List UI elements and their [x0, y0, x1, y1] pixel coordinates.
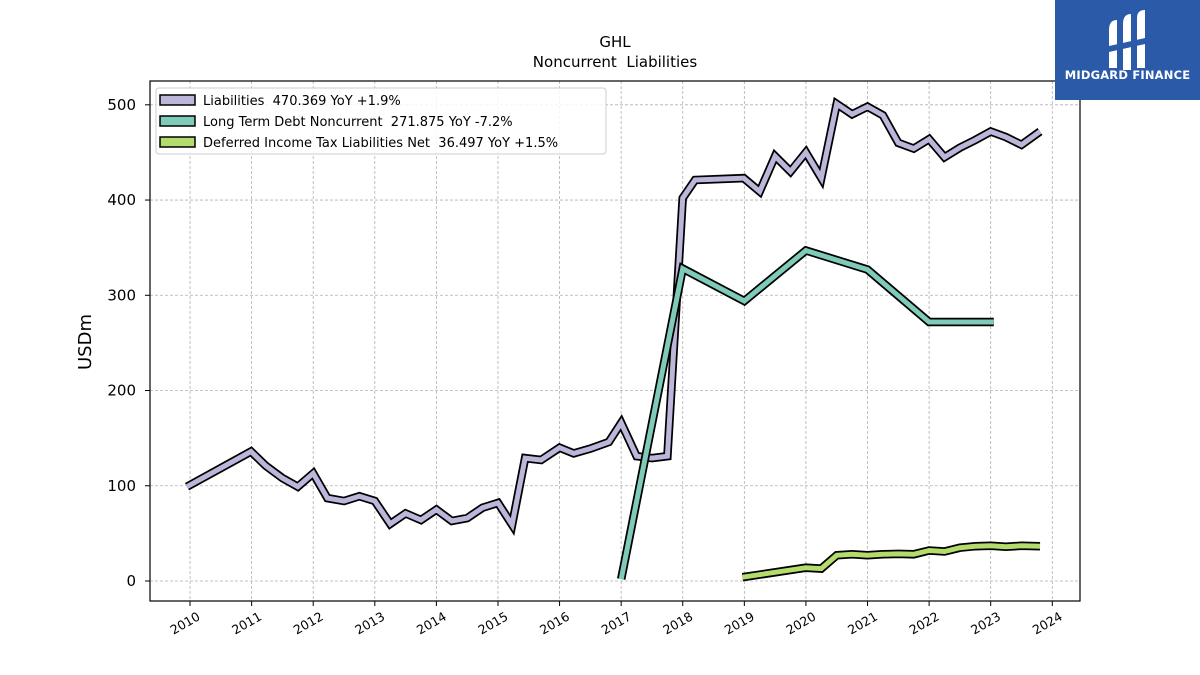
series-1 — [184, 96, 1043, 536]
chart-title: GHL — [599, 33, 631, 51]
plot-area: 2010 2011 2012 2013 2014 2015 2016 2017 2018 2019… — [107, 80, 1081, 638]
legend-swatch — [159, 115, 196, 127]
legend-swatch — [159, 94, 196, 106]
x-tick-label: 2016 — [537, 609, 572, 638]
x-tick-label: 2017 — [599, 609, 634, 638]
x-tick-label: 2018 — [660, 609, 695, 638]
y-tick-label: 500 — [107, 96, 136, 114]
legend-label: Long Term Debt Noncurrent 271.875 YoY -7… — [203, 115, 513, 130]
x-tick-label: 2014 — [414, 609, 449, 638]
y-tick-label: 400 — [107, 191, 136, 209]
series-3 — [741, 541, 1041, 582]
x-tick-label: 2015 — [475, 609, 510, 638]
y-tick-label: 0 — [126, 572, 136, 590]
y-tick-label: 100 — [107, 477, 136, 495]
legend-label: Deferred Income Tax Liabilities Net 36.4… — [203, 136, 558, 151]
x-tick-label: 2023 — [968, 609, 1003, 638]
x-tick-label: 2021 — [845, 609, 880, 638]
series-line — [618, 247, 994, 580]
x-tick-label: 2022 — [907, 609, 942, 638]
x-tick-label: 2020 — [783, 609, 818, 638]
midgard-logo-icon — [1109, 10, 1145, 70]
legend-swatch — [159, 136, 196, 148]
x-tick-label: 2019 — [722, 609, 757, 638]
y-tick-label: 300 — [107, 286, 136, 304]
x-tick-label: 2024 — [1030, 609, 1065, 638]
x-tick-label: 2013 — [352, 609, 387, 638]
chart-subtitle: Noncurrent Liabilities — [533, 53, 698, 71]
y-axis-label: USDm — [75, 314, 96, 370]
x-tick-label: 2012 — [291, 609, 326, 638]
series-line — [185, 99, 1042, 532]
plot-frame — [149, 80, 1081, 602]
x-tick-label: 2010 — [167, 609, 202, 638]
series-outline — [184, 96, 1043, 536]
logo-text: MIDGARD FINANCE — [1064, 68, 1191, 82]
series-2 — [617, 245, 994, 580]
midgard-finance-logo: MIDGARD FINANCE — [1055, 0, 1200, 100]
series-line — [742, 543, 1041, 580]
x-tick-label: 2011 — [229, 609, 264, 638]
legend-label: Liabilities 470.369 YoY +1.9% — [203, 94, 401, 109]
legend: Liabilities 470.369 YoY +1.9% Long Term D… — [155, 87, 607, 155]
legend-box — [155, 87, 607, 155]
y-tick-label: 200 — [107, 382, 136, 400]
